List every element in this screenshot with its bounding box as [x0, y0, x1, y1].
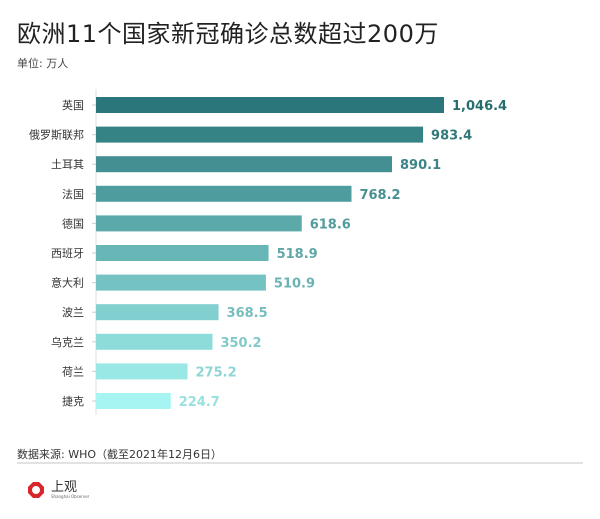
value-label: 350.2 — [220, 336, 261, 351]
category-label: 西班牙 — [51, 247, 84, 260]
category-label: 法国 — [62, 187, 84, 201]
source-note: 数据来源: WHO（截至2021年12月6日） — [17, 448, 222, 461]
bar — [96, 185, 352, 202]
logo-subtext: Shanghai Observer — [51, 494, 90, 499]
value-label: 518.9 — [277, 247, 318, 262]
category-label: 意大利 — [51, 276, 84, 290]
bar — [96, 393, 171, 409]
chart-title: 欧洲11个国家新冠确诊总数超过200万 — [17, 20, 439, 48]
value-label: 890.1 — [400, 158, 441, 173]
logo-icon — [28, 482, 44, 498]
category-label: 德国 — [62, 216, 84, 230]
bar — [96, 274, 266, 291]
value-label: 368.5 — [227, 306, 268, 321]
divider — [17, 462, 583, 464]
unit-label: 单位: 万人 — [17, 57, 69, 70]
category-label: 俄罗斯联邦 — [29, 129, 84, 142]
bar — [96, 304, 219, 321]
value-label: 275.2 — [196, 365, 237, 380]
value-label: 768.2 — [359, 188, 400, 203]
category-label: 波兰 — [62, 306, 84, 319]
bar — [96, 97, 444, 113]
category-label: 捷克 — [62, 394, 84, 408]
value-label: 983.4 — [431, 129, 472, 144]
value-label: 510.9 — [274, 277, 315, 292]
category-label: 乌克兰 — [51, 335, 84, 349]
logo-text: 上观 — [51, 480, 78, 495]
bar — [96, 126, 424, 143]
category-label: 荷兰 — [62, 365, 84, 378]
category-label: 英国 — [62, 98, 84, 112]
bar — [96, 333, 213, 350]
bar — [96, 363, 188, 380]
bar-chart: 英国 1,046.4 俄罗斯联邦 983.4 土耳其 890.1 法国 768.2 德国 618.… — [29, 89, 507, 415]
bar — [96, 156, 393, 173]
value-label: 618.6 — [310, 217, 351, 232]
bar — [96, 245, 269, 261]
bar — [96, 215, 302, 232]
logo: 上观 Shanghai Observer — [27, 481, 89, 499]
value-label: 1,046.4 — [452, 99, 507, 114]
value-label: 224.7 — [179, 395, 220, 410]
category-label: 土耳其 — [51, 158, 84, 171]
